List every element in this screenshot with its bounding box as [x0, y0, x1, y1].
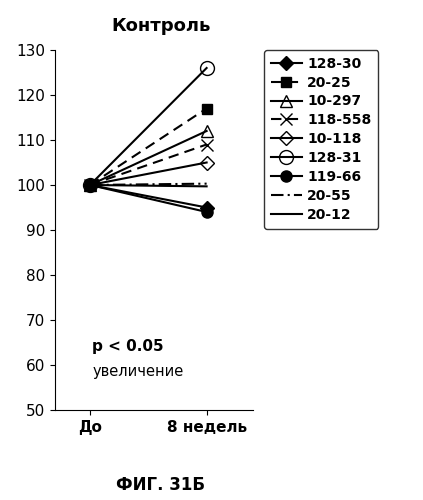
- Line: 128-30: 128-30: [85, 180, 212, 212]
- 119-66: [204, 209, 209, 215]
- Text: p < 0.05: p < 0.05: [92, 340, 164, 354]
- Line: 10-118: 10-118: [85, 158, 212, 190]
- Line: 118-558: 118-558: [85, 139, 212, 190]
- Line: 20-12: 20-12: [90, 185, 206, 186]
- 118-558: [88, 182, 93, 188]
- Line: 10-297: 10-297: [85, 126, 212, 190]
- 128-31: [88, 182, 93, 188]
- 20-55: [88, 182, 93, 188]
- 128-31: [204, 65, 209, 71]
- 10-297: [88, 182, 93, 188]
- 10-297: [204, 128, 209, 134]
- 10-118: [204, 160, 209, 166]
- Text: ФИГ. 31Б: ФИГ. 31Б: [116, 476, 205, 494]
- 20-55: [204, 180, 209, 186]
- Text: Контроль: Контроль: [111, 17, 210, 35]
- Line: 128-31: 128-31: [83, 61, 214, 192]
- Legend: 128-30, 20-25, 10-297, 118-558, 10-118, 128-31, 119-66, 20-55, 20-12: 128-30, 20-25, 10-297, 118-558, 10-118, …: [264, 50, 379, 228]
- 118-558: [204, 142, 209, 148]
- Line: 20-55: 20-55: [90, 184, 206, 185]
- 128-30: [204, 204, 209, 210]
- 20-25: [204, 106, 209, 112]
- 128-30: [88, 182, 93, 188]
- Line: 119-66: 119-66: [85, 180, 212, 218]
- 20-12: [88, 182, 93, 188]
- Text: увеличение: увеличение: [92, 364, 184, 379]
- Line: 20-25: 20-25: [85, 104, 212, 190]
- 20-25: [88, 182, 93, 188]
- 119-66: [88, 182, 93, 188]
- 20-12: [204, 184, 209, 190]
- 10-118: [88, 182, 93, 188]
